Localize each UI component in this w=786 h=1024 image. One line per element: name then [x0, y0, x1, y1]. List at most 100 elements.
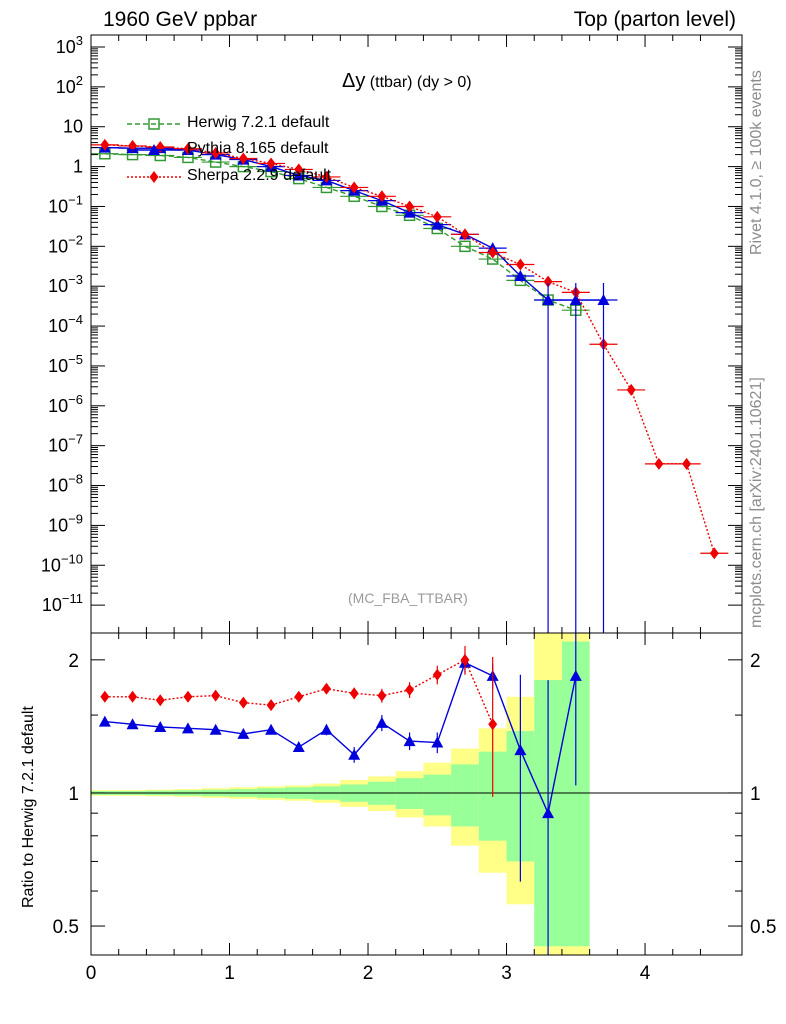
- legend-label-pythia: Pythia 8.165 default: [187, 140, 329, 157]
- ratio-line-0: [104, 661, 577, 816]
- analysis-label: (MC_FBA_TTBAR): [348, 590, 468, 606]
- main-ytick-label: 1: [73, 157, 83, 177]
- ratio-point: [238, 696, 248, 709]
- ratio-point: [431, 736, 444, 748]
- ratio-xtick-label: 1: [224, 963, 235, 984]
- ratio-point: [100, 690, 110, 703]
- mcplots-reference-label: mcplots.cern.ch [arXiv:2401.10621]: [748, 377, 765, 628]
- ratio-panel-series: [91, 633, 742, 955]
- ratio-point: [320, 723, 333, 735]
- ratio-point: [237, 727, 250, 739]
- ratio-point: [375, 716, 388, 728]
- ratio-point: [377, 689, 387, 702]
- data-point: [431, 218, 444, 230]
- main-ytick-label: 102: [56, 73, 83, 97]
- band-green: [395, 778, 424, 809]
- data-point: [460, 228, 470, 241]
- data-point: [266, 157, 276, 170]
- main-panel-series: [91, 138, 729, 633]
- main-ytick-label: 10−11: [42, 591, 83, 615]
- ratio-point: [348, 748, 361, 760]
- ratio-point: [209, 723, 222, 735]
- data-point: [294, 163, 304, 176]
- legend-markers: [127, 118, 182, 183]
- band-green: [451, 764, 479, 827]
- main-ytick-label: 10−9: [48, 511, 83, 535]
- plot-title-main: Δy: [342, 70, 366, 92]
- ratio-axis-label: Ratio to Herwig 7.2.1 default: [20, 706, 37, 908]
- ratio-point: [514, 744, 527, 756]
- data-point: [543, 275, 553, 288]
- data-point: [432, 210, 442, 223]
- ratio-ytick-label-left: 2: [68, 651, 79, 672]
- axes-frames: 10310210110−110−210−310−410−510−610−710−…: [41, 33, 777, 984]
- legend-marker: [148, 144, 160, 155]
- main-ytick-label: 10−4: [48, 312, 83, 336]
- data-point: [377, 190, 387, 203]
- ratio-frame: [90, 632, 743, 956]
- rivet-version-label: Rivet 4.1.0, ≥ 100k events: [748, 70, 765, 255]
- header-right-label: Top (parton level): [573, 8, 736, 31]
- ratio-ytick-label-left: 0.5: [53, 917, 79, 938]
- data-point: [488, 246, 498, 259]
- data-point: [654, 457, 664, 470]
- data-point: [514, 270, 527, 282]
- main-ytick-label: 10−6: [48, 392, 83, 416]
- band-green: [423, 774, 452, 816]
- main-ytick-label: 10−10: [41, 551, 83, 575]
- ratio-point: [488, 718, 498, 731]
- data-point: [626, 383, 636, 396]
- ratio-ytick-label-right: 1: [750, 784, 761, 805]
- data-point: [682, 457, 692, 470]
- plot-title: Δy (ttbar) (dy > 0): [342, 70, 472, 93]
- ratio-point: [183, 690, 193, 703]
- legend-marker: [148, 118, 160, 130]
- ratio-point: [321, 682, 331, 695]
- ratio-point: [349, 687, 359, 700]
- data-point: [238, 152, 248, 165]
- ratio-point: [154, 720, 167, 732]
- ratio-ytick-label-right: 2: [750, 651, 761, 672]
- data-point: [515, 258, 525, 271]
- ratio-point: [128, 690, 138, 703]
- data-point: [405, 200, 415, 213]
- ratio-point: [432, 668, 442, 681]
- data-point: [709, 547, 719, 560]
- ratio-xtick-label: 4: [640, 963, 651, 984]
- ratio-uncertainty-bands: [91, 633, 590, 955]
- header-left-label: 1960 GeV ppbar: [103, 8, 258, 31]
- ratio-point: [155, 694, 165, 707]
- ratio-point: [460, 653, 470, 666]
- data-point: [211, 146, 221, 159]
- ratio-point: [292, 741, 305, 753]
- ratio-point: [265, 723, 278, 735]
- data-point: [100, 138, 110, 151]
- ratio-point: [181, 722, 194, 734]
- data-point: [128, 139, 138, 152]
- legend-label-herwig: Herwig 7.2.1 default: [187, 114, 330, 131]
- ratio-point: [542, 807, 555, 819]
- ratio-point: [211, 689, 221, 702]
- main-ytick-label: 10−1: [48, 192, 83, 216]
- main-ytick-label: 10−2: [48, 232, 83, 256]
- ratio-xtick-label: 2: [363, 963, 374, 984]
- ratio-ytick-label-left: 1: [68, 784, 79, 805]
- data-point: [321, 170, 331, 183]
- ratio-ytick-label-right: 0.5: [750, 917, 776, 938]
- legend-marker: [149, 171, 159, 183]
- main-ytick-label: 10−5: [48, 352, 83, 376]
- data-point: [349, 181, 359, 194]
- main-ytick-label: 10: [63, 117, 83, 137]
- main-ytick-label: 10−7: [48, 432, 83, 456]
- ratio-xtick-label: 0: [86, 963, 97, 984]
- plot-title-sub: (ttbar) (dy > 0): [365, 74, 472, 91]
- main-ytick-label: 10−8: [48, 472, 83, 496]
- ratio-point: [403, 735, 416, 747]
- ratio-point: [98, 715, 111, 727]
- main-ytick-label: 10−3: [48, 272, 83, 296]
- main-ytick-label: 103: [56, 33, 83, 57]
- ratio-point: [405, 683, 415, 696]
- legend-label-sherpa: Sherpa 2.2.9 default: [187, 167, 332, 184]
- ratio-point: [294, 690, 304, 703]
